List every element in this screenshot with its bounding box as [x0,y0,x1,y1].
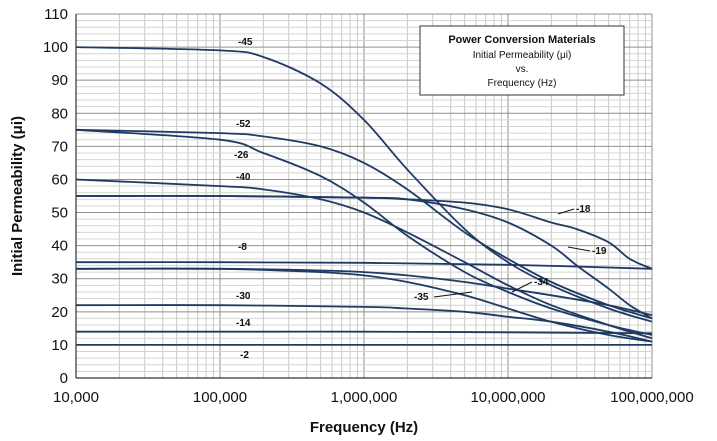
chart-subtitle-line-2: vs. [516,64,529,75]
series-label-52: -52 [236,119,251,130]
y-tick-label: 40 [51,238,68,255]
series-line-19 [75,194,653,320]
y-tick-label: 90 [51,72,68,89]
series-label-leader [511,281,533,293]
legend-box: Power Conversion Materials Initial Perme… [419,25,625,96]
series-label-18: -18 [576,204,591,215]
series-line-14 [75,330,653,335]
series-line-52 [75,128,653,320]
y-tick-label: 110 [44,6,68,23]
series-line-30 [75,304,653,343]
series-label-14: -14 [236,318,251,329]
y-axis-title: Initial Permeability (μi) [9,116,26,276]
series-label-35: -35 [414,292,429,303]
y-tick-label: 80 [51,105,68,122]
series-line-35 [75,267,653,343]
y-tick-label: 20 [51,304,68,321]
axes: 0 10 20 30 40 50 60 70 80 90 100 110 10,000 100,000 1,… [43,6,694,406]
series-line-45 [75,46,653,323]
series-label-45: -45 [238,37,253,48]
series-label-34: -34 [534,277,549,288]
chart-subtitle-line-1: Initial Permeability (μi) [473,50,572,61]
series-label-leader [433,291,473,298]
series-label-8: -8 [238,242,247,253]
series-label-40: -40 [236,172,251,183]
x-tick-label: 10,000 [53,389,99,406]
series-label-leader [557,208,575,215]
series-lines [75,46,653,346]
series-label-26: -26 [234,150,249,161]
series-line-40 [75,178,653,340]
series-label-19: -19 [592,246,607,257]
x-tick-label: 100,000,000 [610,389,693,406]
y-tick-label: 60 [51,171,68,188]
series-label-30: -30 [236,291,251,302]
y-tick-label: 100 [43,39,68,56]
series-line-26 [75,128,653,336]
chart-subtitle-line-3: Frequency (Hz) [488,78,557,89]
series-labels: -45 -52 -26 -40 -18 -19 -8 -34 -35 -30 -14 -2 [234,37,607,361]
y-tick-label: 70 [51,138,68,155]
y-tick-label: 0 [60,370,68,387]
y-tick-label: 10 [51,337,68,354]
x-tick-label: 1,000,000 [331,389,398,406]
series-label-leader [567,246,591,252]
x-tick-label: 10,000,000 [470,389,545,406]
series-line-8 [75,261,653,270]
y-tick-label: 50 [51,205,68,222]
x-tick-label: 100,000 [193,389,247,406]
chart-title: Power Conversion Materials [448,34,595,46]
x-axis-title: Frequency (Hz) [310,419,418,436]
series-label-2: -2 [240,350,249,361]
y-tick-label: 30 [51,271,68,288]
